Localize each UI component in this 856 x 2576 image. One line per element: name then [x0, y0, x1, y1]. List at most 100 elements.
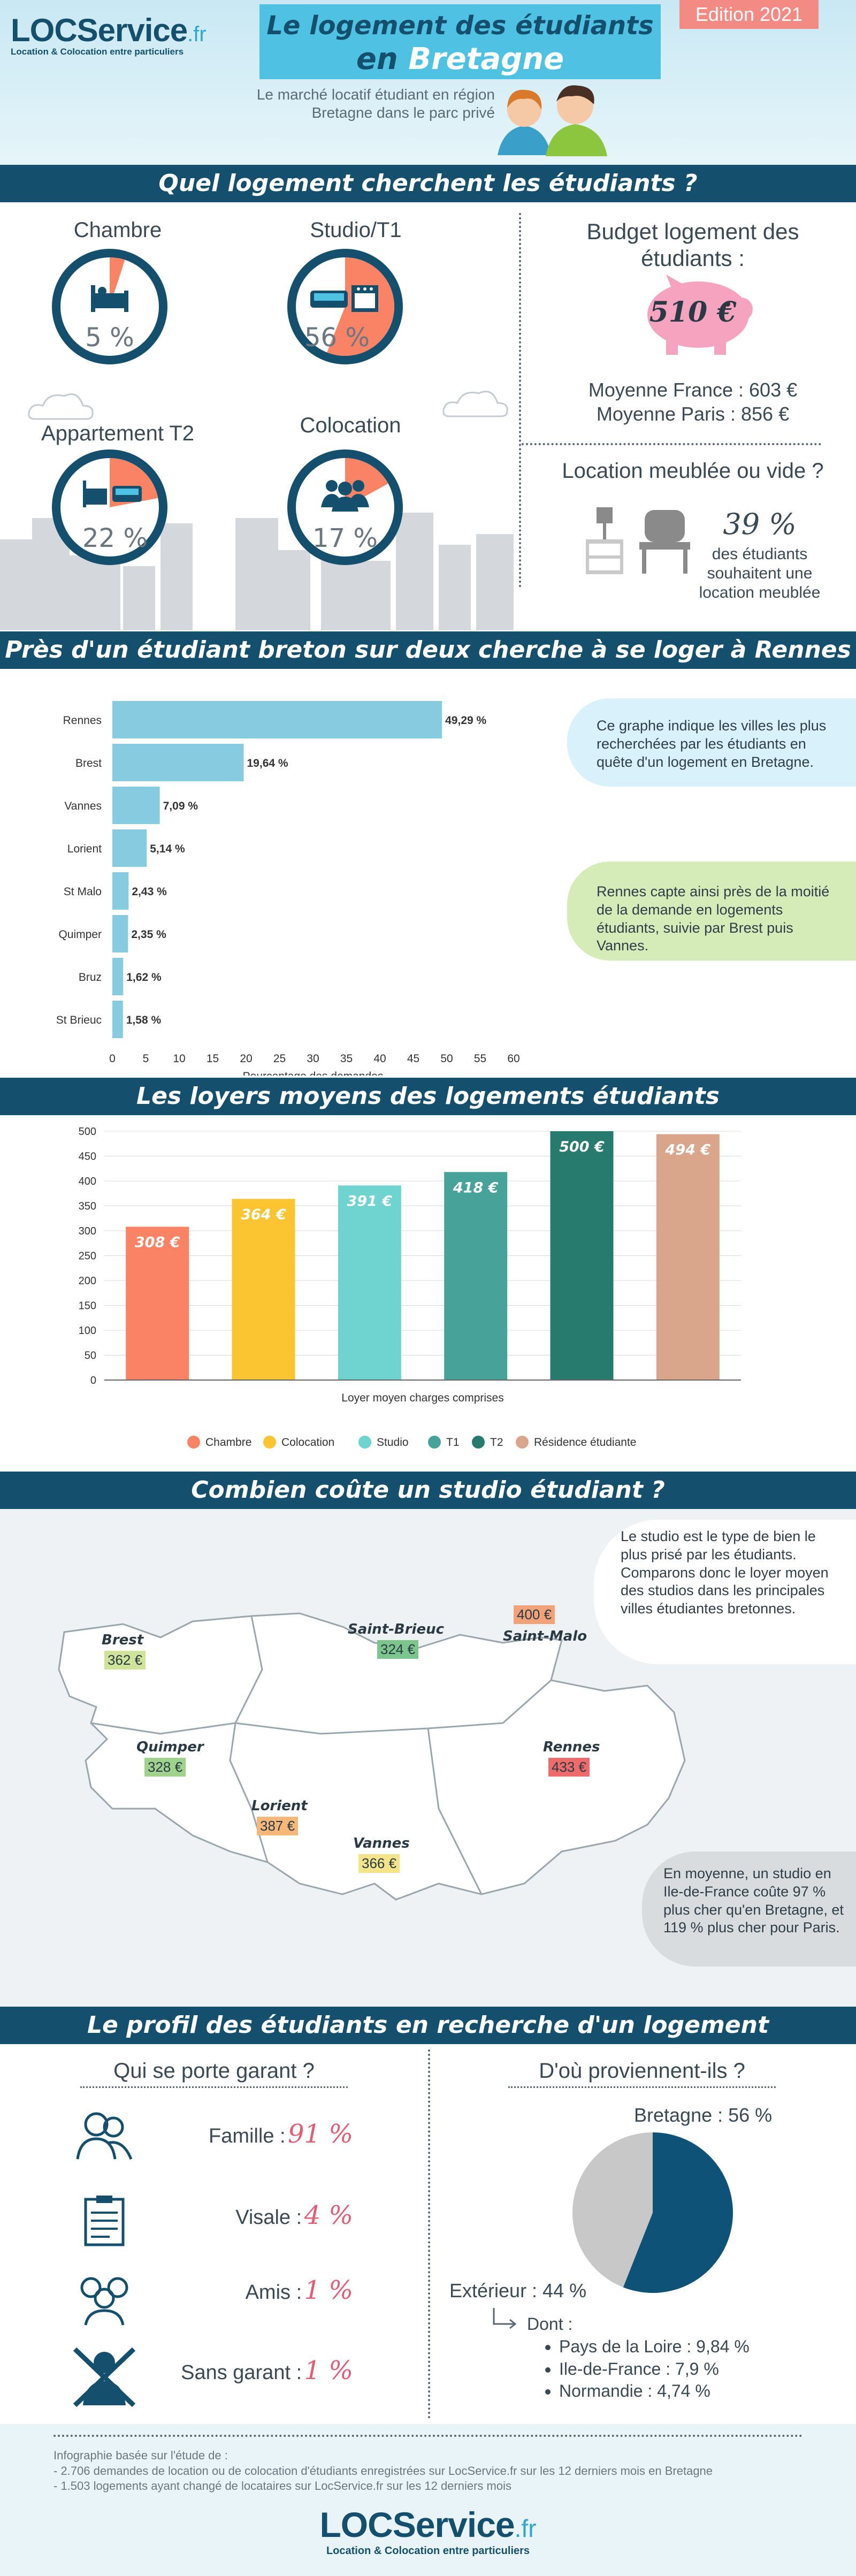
- bar: [112, 958, 124, 995]
- bar: [656, 1134, 720, 1380]
- garant-label-famille: Famille :: [209, 2125, 286, 2147]
- furniture-icon: [586, 507, 690, 574]
- bar-category-label: Rennes: [63, 714, 102, 727]
- origin-bretagne-label: Bretagne : 56 %: [634, 2104, 773, 2126]
- legend-swatch: [263, 1436, 276, 1449]
- garant-row-amis: Amis : 1 %: [139, 2275, 353, 2305]
- meuble-title: Location meublée ou vide ?: [562, 459, 824, 483]
- bar-category-label: Brest: [75, 757, 102, 769]
- city-label-quimper: Quimper: [136, 1739, 204, 1755]
- x-tick-label: 15: [207, 1053, 219, 1065]
- legend-label: Chambre: [205, 1436, 251, 1449]
- bar-value-label: 1,58 %: [126, 1014, 162, 1026]
- section4-banner: Combien coûte un studio étudiant ?: [0, 1472, 856, 1509]
- footer-logo[interactable]: LOCService.fr Location & Colocation entr…: [0, 2504, 856, 2557]
- bar: [444, 1172, 508, 1380]
- city-price-lorient: 387 €: [257, 1817, 299, 1835]
- cloud-right: [442, 391, 508, 417]
- origin-title: D'où proviennent-ils ?: [508, 2059, 776, 2088]
- meuble-text-line3: location meublée: [699, 584, 821, 601]
- document-icon: [84, 2196, 125, 2246]
- bar-category-label: Vannes: [64, 800, 102, 812]
- city-price-quimper: 328 €: [144, 1758, 186, 1777]
- x-tick-label: 0: [109, 1053, 116, 1065]
- bar-category-label: St Brieuc: [56, 1014, 102, 1026]
- bed-icon: [91, 285, 128, 312]
- bar-value-label: 500 €: [559, 1139, 605, 1155]
- city-label-vannes: Vannes: [353, 1835, 410, 1851]
- bar: [112, 915, 128, 952]
- x-tick-label: 35: [340, 1053, 353, 1065]
- bar-value-label: 494 €: [665, 1142, 711, 1159]
- source-line2: - 2.706 demandes de location ou de coloc…: [54, 2464, 713, 2478]
- city-price-saint-malo: 400 €: [514, 1605, 555, 1624]
- bar-value-label: 364 €: [241, 1206, 286, 1223]
- type-pct-colocation: 17 %: [312, 523, 378, 553]
- city-label-saint-brieuc: Saint-Brieuc: [348, 1621, 445, 1637]
- section1-banner: Quel logement cherchent les étudiants ?: [0, 165, 856, 202]
- friends-icon: [80, 2277, 128, 2326]
- legend-label: T1: [446, 1436, 460, 1449]
- legend-swatch: [516, 1436, 529, 1449]
- type-pct-studio: 56 %: [304, 323, 370, 353]
- budget-value: 510 €: [649, 296, 737, 329]
- bar: [338, 1185, 401, 1380]
- bubble-rennes-info: [567, 862, 856, 961]
- students-illustration: [498, 85, 607, 156]
- bar: [112, 829, 147, 867]
- legend-swatch: [472, 1436, 485, 1449]
- legend-label: Résidence étudiante: [534, 1436, 636, 1449]
- section2-banner: Près d'un étudiant breton sur deux cherc…: [0, 631, 856, 669]
- bubble-demand-info: [567, 698, 856, 787]
- x-tick-label: 10: [173, 1053, 185, 1065]
- rent-bar-chart: 0 50 100 150 200 250 300 350 400 450 500 308 € 364 €…: [79, 1126, 741, 1449]
- footer-logo-tagline: Location & Colocation entre particuliers: [326, 2545, 530, 2557]
- bubble-demand-info-text: Ce graphe indique les villes les plus re…: [597, 718, 827, 770]
- bar-value-label: 5,14 %: [150, 843, 185, 855]
- source-line1: Infographie basée sur l'étude de :: [54, 2449, 228, 2462]
- bubble-studio-info-text: Le studio est le type de bien le plus pr…: [621, 1528, 829, 1617]
- bubble-idf-info-text: En moyenne, un studio en Ile-de-France c…: [663, 1865, 844, 1936]
- type-pct-chambre: 5 %: [85, 323, 134, 353]
- logo-main: LOCService: [11, 12, 188, 48]
- type-pct-t2: 22 %: [82, 523, 148, 553]
- origin-pie-chart: [572, 2132, 733, 2293]
- city-price-rennes: 433 €: [548, 1758, 590, 1777]
- y-tick-label: 450: [79, 1151, 96, 1163]
- legend-label: T2: [490, 1436, 503, 1449]
- bar-value-label: 1,62 %: [126, 971, 162, 984]
- bar-value-label: 308 €: [135, 1234, 180, 1251]
- footer-logo-tld: .fr: [514, 2514, 537, 2542]
- bar-category-label: Bruz: [79, 971, 102, 984]
- bar-value-label: 418 €: [453, 1179, 499, 1196]
- bar-value-label: 49,29 %: [445, 714, 486, 727]
- y-tick-label: 300: [79, 1225, 96, 1237]
- pie-slice: [623, 2132, 733, 2293]
- bar-category-label: Quimper: [58, 928, 102, 941]
- footer-divider: [54, 2435, 802, 2437]
- bar: [112, 701, 442, 738]
- type-label-t2: Appartement T2: [41, 422, 195, 445]
- subtitle-line1: Le marché locatif étudiant en région: [256, 86, 495, 103]
- city-label-saint-malo: Saint-Malo: [503, 1628, 587, 1644]
- y-tick-label: 150: [79, 1300, 96, 1312]
- section3-banner: Les loyers moyens des logements étudiant…: [0, 1078, 856, 1115]
- x-tick-label: 40: [373, 1053, 386, 1065]
- bar: [232, 1199, 295, 1380]
- y-tick-label: 50: [85, 1350, 96, 1362]
- origin-dont: Dont :: [527, 2314, 573, 2334]
- legend-swatch: [187, 1436, 200, 1449]
- apartment-icon: [83, 481, 142, 507]
- legend-swatch: [358, 1436, 371, 1449]
- bar-category-label: Lorient: [67, 843, 102, 855]
- title-prefix: en: [356, 42, 398, 77]
- type-label-chambre: Chambre: [73, 218, 162, 242]
- garant-row-famille: Famille : 91 %: [139, 2119, 353, 2149]
- x-tick-label: 25: [273, 1053, 286, 1065]
- logo-tld: .fr: [187, 22, 207, 46]
- cloud-left: [28, 393, 94, 420]
- city-price-saint-brieuc: 324 €: [377, 1640, 419, 1659]
- bar: [126, 1226, 189, 1380]
- logo[interactable]: LOCService.fr Location & Colocation entr…: [11, 12, 207, 57]
- budget-title-line1: Budget logement des: [586, 219, 799, 244]
